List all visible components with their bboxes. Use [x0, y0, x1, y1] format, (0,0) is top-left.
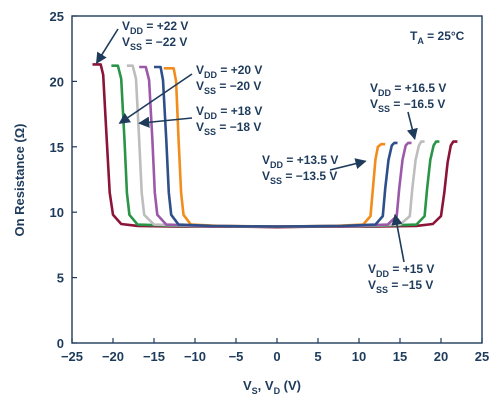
- x-tick-label: 20: [434, 349, 448, 364]
- x-tick-label: 10: [352, 349, 366, 364]
- vdd-label: VDD = +15 V: [368, 262, 434, 279]
- vdd-label: VDD = +16.5 V: [370, 81, 446, 98]
- x-tick-label: 25: [475, 349, 489, 364]
- y-tick-label: 0: [57, 336, 64, 351]
- x-axis-label: VS, VD (V): [243, 378, 301, 396]
- vss-label: VSS = −22 V: [122, 35, 187, 52]
- annotation-arrow: [118, 73, 193, 124]
- vdd-label: VDD = +20 V: [196, 63, 262, 80]
- annotation-arrow: [406, 111, 418, 141]
- x-tick-label: 5: [314, 349, 321, 364]
- vss-label: VSS = −16.5 V: [370, 97, 445, 114]
- annotation-arrow: [138, 116, 193, 128]
- x-tick-label: −15: [143, 349, 165, 364]
- vss-label: VSS = −15 V: [368, 278, 433, 295]
- vss-label: VSS = −13.5 V: [262, 169, 337, 186]
- vss-label: VSS = −20 V: [196, 79, 261, 96]
- vdd-label: VDD = +13.5 V: [262, 153, 338, 170]
- vdd-label: VDD = +18 V: [196, 104, 262, 121]
- x-tick-label: 0: [273, 349, 280, 364]
- temperature-label: TA = 25°C: [410, 29, 465, 46]
- x-tick-label: −5: [229, 349, 244, 364]
- x-tick-label: −10: [184, 349, 206, 364]
- x-ticks: −25 −20 −15 −10 −5 0 5 10 15 20 25: [61, 338, 489, 364]
- annotation-arrow: [95, 28, 119, 65]
- x-tick-label: −25: [61, 349, 83, 364]
- vss-label: VSS = −18 V: [196, 120, 261, 137]
- vdd-label: VDD = +22 V: [122, 19, 188, 36]
- series-line-5: [154, 65, 398, 228]
- annotation-arrow: [391, 213, 405, 263]
- x-tick-label: 15: [393, 349, 407, 364]
- x-tick-label: −20: [102, 349, 124, 364]
- y-axis-label: On Resistance (Ω): [12, 123, 27, 236]
- y-tick-label: 20: [50, 74, 64, 89]
- y-tick-label: 15: [50, 140, 64, 155]
- y-tick-label: 5: [57, 271, 64, 286]
- y-ticks: 0 5 10 15 20 25: [50, 9, 77, 351]
- y-tick-label: 25: [50, 9, 64, 24]
- annotation-arrow: [329, 158, 367, 171]
- y-tick-label: 10: [50, 205, 64, 220]
